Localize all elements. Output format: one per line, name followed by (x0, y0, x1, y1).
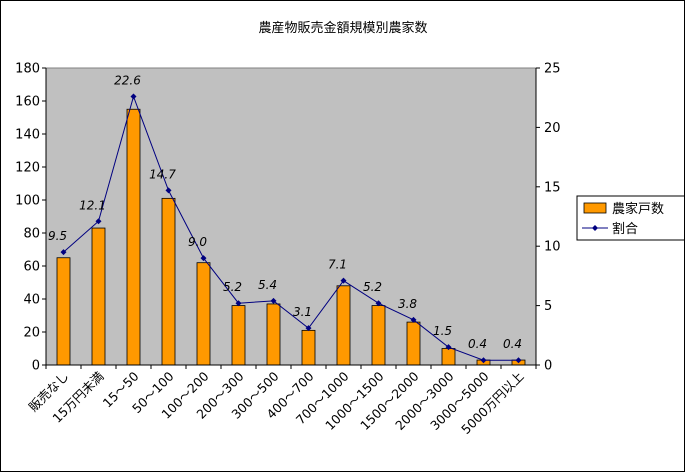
legend-bar-swatch (583, 202, 607, 214)
line-point (235, 300, 242, 307)
y-right-tick-label: 20 (544, 121, 561, 136)
bar (91, 227, 106, 366)
line-point (410, 316, 417, 323)
line-point (165, 187, 172, 194)
line-point (375, 300, 382, 307)
bar (441, 348, 456, 366)
bar (196, 262, 211, 366)
data-label: 5.4 (258, 278, 277, 292)
y-right-tick-label: 0 (544, 359, 552, 374)
bar (301, 329, 316, 366)
y-right-tick-label: 15 (544, 180, 561, 195)
data-label: 5.2 (363, 280, 382, 294)
legend-label-line: 割合 (612, 221, 638, 237)
bar (231, 305, 246, 366)
bar (371, 305, 386, 366)
bar (266, 303, 281, 366)
y-left-tick-label: 140 (15, 128, 40, 143)
y-left-tick-label: 100 (15, 194, 40, 209)
y-left-tick-label: 160 (15, 95, 40, 110)
data-label: 22.6 (114, 74, 141, 88)
bar (161, 197, 176, 366)
line-point (340, 277, 347, 284)
data-label: 1.5 (433, 324, 452, 338)
y-left-tick-label: 0 (32, 359, 40, 374)
data-label: 14.7 (149, 167, 176, 181)
bar (56, 257, 71, 366)
line-point (305, 325, 312, 332)
data-label: 0.4 (503, 337, 522, 351)
y-left-tick-label: 40 (23, 293, 40, 308)
line-point (130, 93, 137, 100)
line-point (270, 297, 277, 304)
x-tick-label: 5000万円以上 (458, 369, 526, 437)
line-point (445, 344, 452, 351)
y-left-tick-label: 80 (23, 227, 40, 242)
line-point (60, 249, 67, 256)
legend: 農家戸数 割合 (576, 195, 684, 241)
legend-line-marker (592, 225, 598, 231)
y-left-tick-label: 180 (15, 62, 40, 77)
data-label: 3.1 (293, 305, 312, 319)
series-line (63, 94, 519, 361)
line-point (515, 357, 522, 364)
data-label: 9.5 (48, 229, 67, 243)
bar (126, 108, 141, 366)
data-label: 0.4 (468, 337, 487, 351)
line-point (95, 218, 102, 225)
data-label: 7.1 (328, 258, 347, 272)
data-label: 5.2 (223, 280, 242, 294)
y-right-tick-label: 10 (544, 240, 561, 255)
data-label: 12.1 (79, 198, 106, 212)
y-right-tick-label: 5 (544, 299, 552, 314)
bar (406, 321, 421, 366)
legend-label-bar: 農家戸数 (612, 201, 664, 217)
line-point (480, 357, 487, 364)
chart-title: 農産物販売金額規模別農家数 (258, 20, 427, 36)
y-left-tick-label: 60 (23, 260, 40, 275)
bar (336, 285, 351, 366)
y-left-tick-label: 20 (23, 326, 40, 341)
plot-area (45, 67, 537, 366)
y-left-tick-label: 120 (15, 161, 40, 176)
data-label: 3.8 (398, 297, 417, 311)
y-right-tick-label: 25 (544, 62, 561, 77)
data-label: 9.0 (188, 235, 207, 249)
